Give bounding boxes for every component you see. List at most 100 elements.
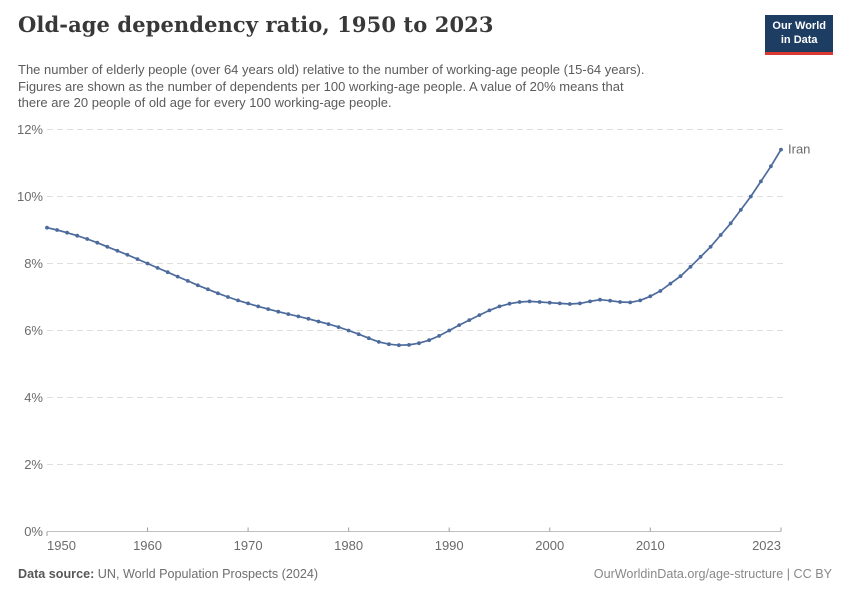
series-point [578,301,582,306]
series-point [668,281,673,286]
series-point [65,230,69,235]
series-line[interactable] [46,148,782,347]
series-point [447,328,452,333]
series-point [195,283,200,288]
series-point [467,318,472,322]
series-point [95,240,100,245]
series-point [618,300,622,304]
series-point [387,342,391,347]
series-point [397,343,401,348]
series-point [417,341,421,346]
chart-subtitle: The number of elderly people (over 64 ye… [18,62,645,112]
series-point [497,304,502,309]
owid-url-license[interactable]: OurWorldinData.org/age-structure | CC BY [593,567,832,581]
series-point [376,340,381,344]
series-point [517,300,522,304]
series-point [326,322,331,326]
series-point [728,221,733,226]
series-point [407,343,411,347]
series-point [658,289,663,293]
y-tick-label: 12% [17,122,43,137]
series-point [769,164,773,169]
series-point [185,279,190,283]
series-point [175,274,180,279]
series-point [115,248,120,253]
series-point [588,299,592,304]
subtitle-line: there are 20 people of old age for every… [18,95,392,110]
series-point [145,261,150,266]
series-point [316,319,321,324]
chart-footer: Data source: UN, World Population Prospe… [18,567,832,581]
series-point [759,179,763,184]
series-point [226,295,230,299]
series-point [779,147,783,152]
series-point [628,300,633,305]
series-point [165,270,170,275]
series-point [256,304,261,309]
x-tick-label: 1970 [234,538,263,553]
series-point [708,244,713,249]
series-point [276,309,281,314]
x-tick-label: 2000 [535,538,564,553]
owid-logo-line2: in Data [780,33,818,46]
series-point [477,313,482,317]
series-point [105,244,110,249]
series-point [598,297,602,302]
series-point [648,294,653,299]
series-point [55,228,59,232]
y-tick-label: 2% [24,457,43,472]
series-point [698,254,703,259]
series-point [216,291,220,296]
series-point [75,233,80,238]
x-tick-label: 2010 [636,538,665,553]
series-point [45,225,49,230]
series-point [527,299,532,304]
y-tick-label: 0% [24,524,43,539]
owid-logo-line1: Our World [772,20,826,32]
series-point [437,334,441,338]
data-source-label: Data source: [18,567,95,581]
y-tick-label: 4% [24,390,43,405]
series-point [688,264,693,269]
y-tick-label: 6% [24,323,43,338]
series-point [206,287,210,292]
subtitle-line: Figures are shown as the number of depen… [18,78,624,94]
series-point [366,336,371,341]
series-point [246,301,251,306]
series-point [507,301,512,306]
series-point [487,308,492,313]
series-point [306,316,311,321]
page-title: Old-age dependency ratio, 1950 to 2023 [18,12,494,37]
data-source-value: UN, World Population Prospects (2024) [97,567,319,581]
series-point [457,323,462,327]
series-iran[interactable]: Iran [45,142,810,348]
series-point [738,208,743,212]
series-point [296,314,301,319]
series-point [135,257,140,261]
x-tick-label: 2023 [752,538,781,553]
series-point [567,302,572,306]
series-point [608,298,612,303]
series-point [336,325,341,329]
series-end-label[interactable]: Iran [788,142,810,157]
x-tick-label: 1960 [133,538,162,553]
series-point [85,237,90,241]
y-tick-label: 8% [24,256,43,271]
y-tick-label: 10% [17,189,43,204]
series-point [155,266,160,270]
series-point [286,312,291,316]
x-tick-label: 1950 [47,538,76,553]
series-point [537,300,542,304]
series-point [427,338,431,343]
x-tick-label: 1980 [334,538,363,553]
x-tick-label: 1990 [435,538,464,553]
data-source: Data source: UN, World Population Prospe… [18,567,318,581]
series-point [718,233,723,237]
owid-logo[interactable]: Our World in Data [765,15,833,55]
series-point [748,194,753,199]
series-point [125,252,130,257]
series-point [236,298,240,303]
series-point [356,332,361,337]
